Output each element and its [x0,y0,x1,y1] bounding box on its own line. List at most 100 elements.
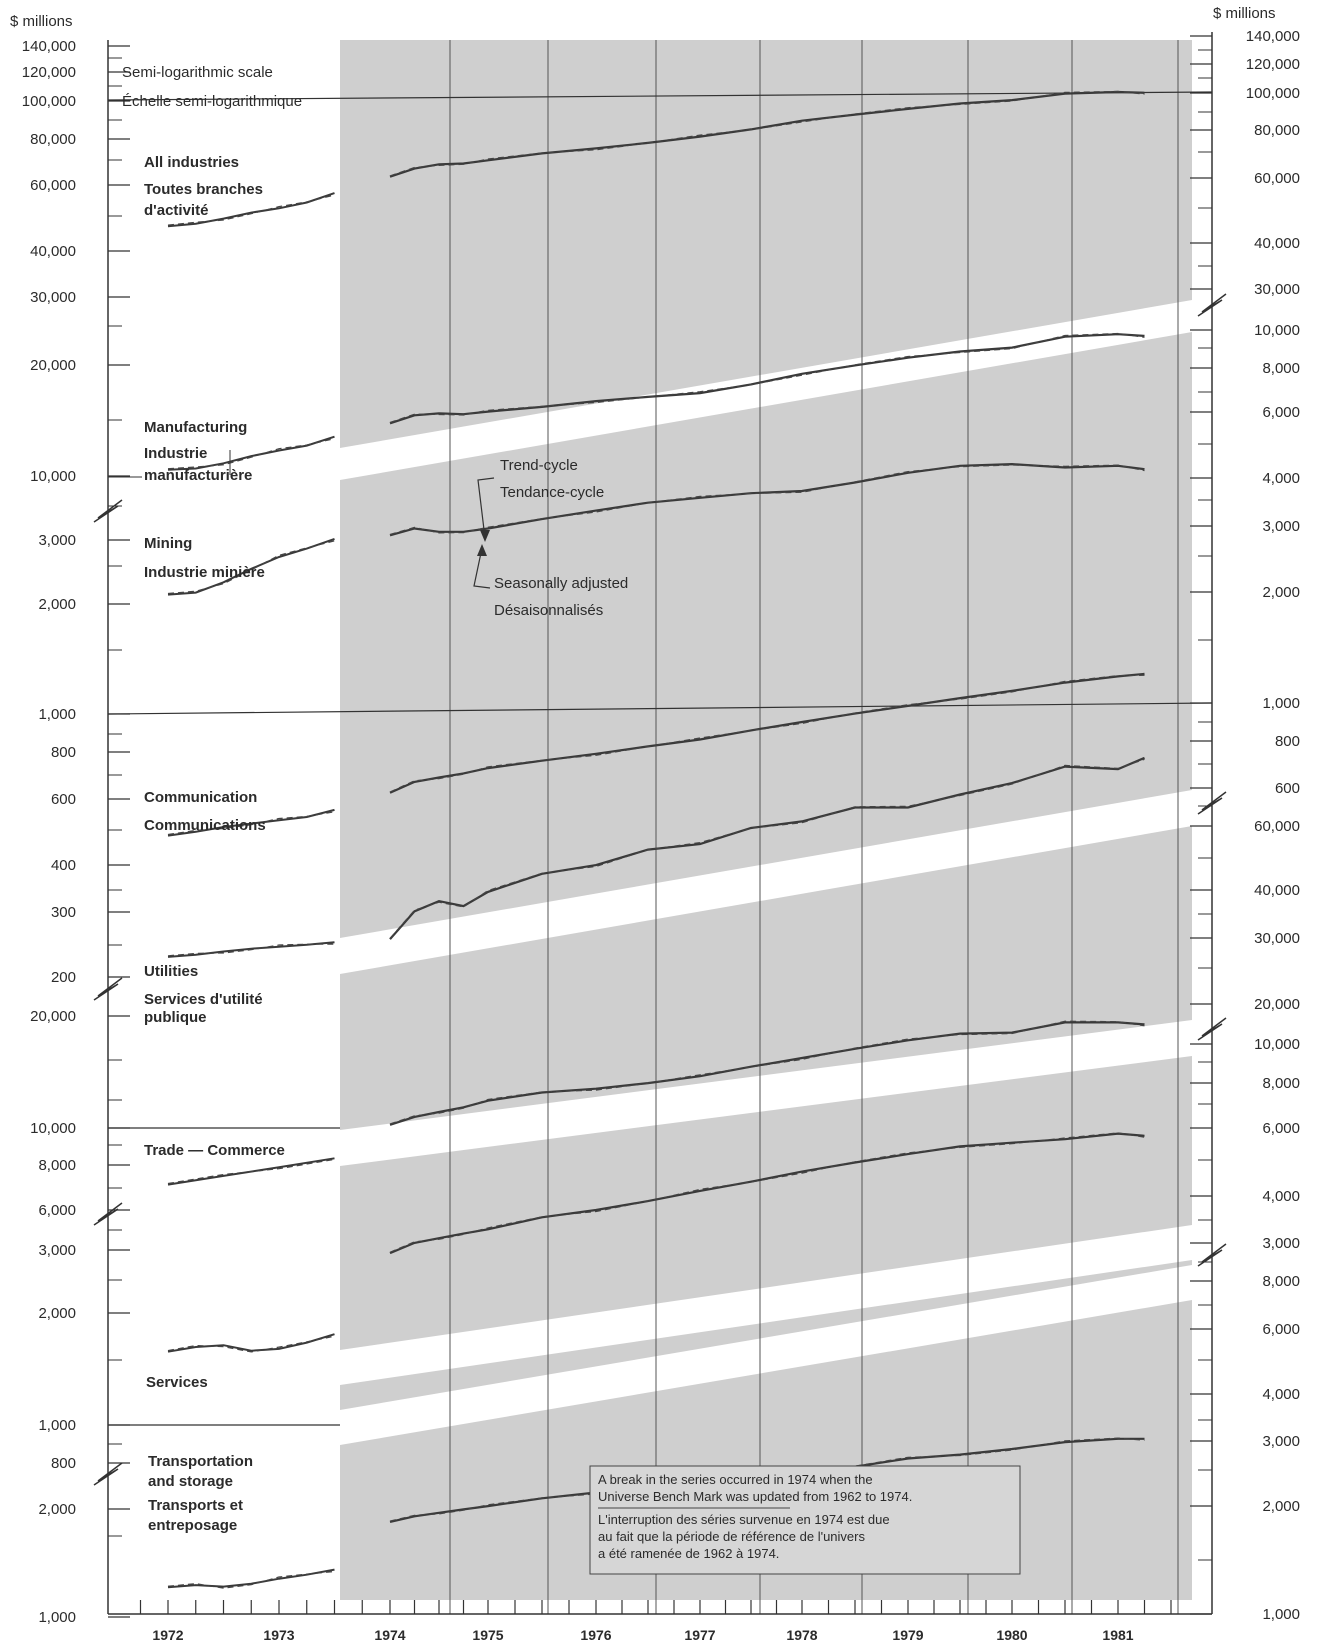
left-tick-label: 120,000 [22,64,76,81]
label-trn-fr2: entreposage [148,1517,237,1534]
legend: Trend-cycle Tendance-cycle Seasonally ad… [473,457,628,619]
left-tick-label: 2,000 [38,1501,76,1518]
sa-line-post-1974 [389,1132,1145,1253]
left-unit: $ millions [10,13,73,30]
left-tick-label: 140,000 [22,38,76,55]
label-trd: Trade — Commerce [144,1142,285,1159]
legend-trend-fr: Tendance-cycle [500,484,604,501]
label-all-en: All industries [144,154,239,171]
band-com [340,790,1192,974]
left-tick-label: 10,000 [30,1120,76,1137]
year-label: 1974 [374,1627,405,1643]
break-right-2 [1197,791,1227,815]
sa-line-pre-1974 [167,194,335,226]
year-grid [449,40,1179,1614]
label-trn-fr1: Transports et [148,1497,243,1514]
right-tick-label: 1,000 [1262,1606,1300,1623]
sa-line-pre-1974 [167,1570,335,1589]
band-srv [340,1265,1192,1445]
series-all [167,90,1145,228]
label-mfg-fr2: manufacturière [144,467,252,484]
note-fr3: a été ramenée de 1962 à 1974. [598,1546,779,1561]
year-label: 1979 [892,1627,923,1643]
year-label: 1973 [263,1627,294,1643]
note-fr2: au fait que la période de référence de l… [598,1529,865,1544]
right-tick-label: 2,000 [1262,584,1300,601]
series-mfg [167,332,1145,471]
left-tick-label: 3,000 [38,1242,76,1259]
right-ticks: 140,000 120,000 100,000 80,000 60,000 40,000 3… [1190,28,1300,1623]
right-tick-label: 60,000 [1254,170,1300,187]
legend-sa-en: Seasonally adjusted [494,575,628,592]
left-tick-label: 400 [51,857,76,874]
year-label: 1972 [152,1627,183,1643]
left-tick-label: 800 [51,1455,76,1472]
right-tick-label: 40,000 [1254,235,1300,252]
label-com-fr: Communications [144,817,266,834]
right-tick-label: 4,000 [1262,1386,1300,1403]
sa-line-pre-1974 [167,1158,335,1185]
ref-line-1000 [107,702,1213,715]
left-tick-label: 600 [51,791,76,808]
series-trd [167,1020,1145,1186]
break-left-2 [93,977,123,1001]
left-tick-label: 30,000 [30,289,76,306]
label-utl-fr1: Services d'utilité [144,991,263,1008]
right-tick-label: 600 [1275,780,1300,797]
right-tick-label: 8,000 [1262,360,1300,377]
label-utl-fr2: publique [144,1009,207,1026]
break-left-3 [93,1202,123,1226]
series-min [167,462,1145,596]
right-tick-label: 30,000 [1254,930,1300,947]
left-ticks: 140,000 120,000 100,000 80,000 60,000 40,000 3… [22,38,130,1626]
year-label: 1980 [996,1627,1027,1643]
band-mfg [340,300,1192,480]
band-utl [340,1020,1192,1166]
sa-line-post-1974 [389,674,1145,793]
legend-sa-arrowhead [477,544,487,556]
series-layer [167,90,1145,1589]
year-label: 1978 [786,1627,817,1643]
sa-line-post-1974 [389,758,1145,939]
left-tick-label: 1,000 [38,1417,76,1434]
note-frame [589,1465,1021,1575]
right-tick-label: 3,000 [1262,518,1300,535]
left-tick-label: 2,000 [38,1305,76,1322]
left-tick-label: 1,000 [38,1609,76,1626]
year-label: 1977 [684,1627,715,1643]
sa-line-post-1974 [389,1437,1145,1522]
band-group [340,300,1192,1445]
trend-line-pre-1974 [167,941,335,958]
right-tick-label: 1,000 [1262,695,1300,712]
axis-breaks [93,293,1227,1486]
right-tick-label: 6,000 [1262,1120,1300,1137]
left-tick-label: 8,000 [38,1157,76,1174]
right-tick-label: 60,000 [1254,818,1300,835]
right-tick-label: 2,000 [1262,1498,1300,1515]
left-tick-label: 800 [51,744,76,761]
break-right-3 [1197,1017,1227,1041]
right-tick-label: 10,000 [1254,322,1300,339]
left-tick-label: 20,000 [30,357,76,374]
right-tick-label: 100,000 [1246,85,1300,102]
note-box: A break in the series occurred in 1974 w… [589,1465,1021,1575]
note-fr1: L'interruption des séries survenue en 19… [598,1512,890,1527]
label-mfg-en: Manufacturing [144,419,247,436]
sa-line-pre-1974 [167,1335,335,1353]
legend-trend-en: Trend-cycle [500,457,578,474]
label-all-fr2: d'activité [144,202,208,219]
right-tick-label: 4,000 [1262,470,1300,487]
legend-trend-arrowhead [480,530,490,542]
right-tick-label: 3,000 [1262,1433,1300,1450]
note-en1: A break in the series occurred in 1974 w… [598,1472,873,1487]
break-right-4 [1197,1243,1227,1267]
left-tick-label: 200 [51,969,76,986]
left-tick-label: 2,000 [38,596,76,613]
right-tick-label: 8,000 [1262,1075,1300,1092]
right-tick-label: 800 [1275,733,1300,750]
left-tick-label: 40,000 [30,243,76,260]
sa-line-pre-1974 [167,438,335,470]
right-tick-label: 40,000 [1254,882,1300,899]
label-utl-en: Utilities [144,963,198,980]
